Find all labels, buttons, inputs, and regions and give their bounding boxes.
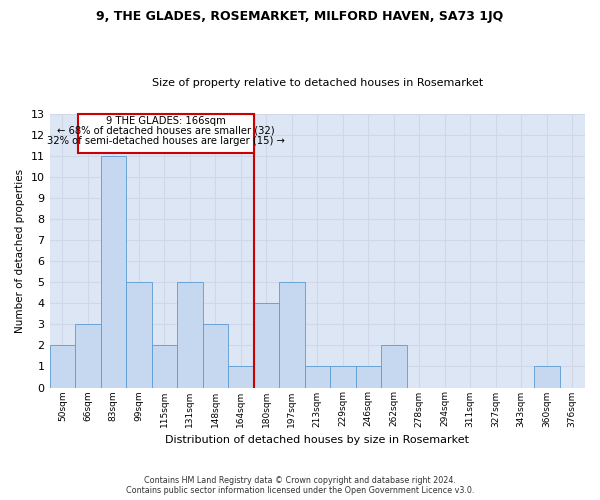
- X-axis label: Distribution of detached houses by size in Rosemarket: Distribution of detached houses by size …: [165, 435, 469, 445]
- Text: 9, THE GLADES, ROSEMARKET, MILFORD HAVEN, SA73 1JQ: 9, THE GLADES, ROSEMARKET, MILFORD HAVEN…: [97, 10, 503, 23]
- Bar: [75, 324, 101, 388]
- Text: 9 THE GLADES: 166sqm: 9 THE GLADES: 166sqm: [106, 116, 226, 126]
- Y-axis label: Number of detached properties: Number of detached properties: [15, 168, 25, 332]
- Bar: [228, 366, 254, 388]
- Bar: [305, 366, 330, 388]
- Bar: [77, 114, 254, 152]
- Bar: [101, 156, 126, 388]
- Text: 32% of semi-detached houses are larger (15) →: 32% of semi-detached houses are larger (…: [47, 136, 284, 146]
- Bar: [50, 346, 75, 388]
- Bar: [177, 282, 203, 388]
- Bar: [203, 324, 228, 388]
- Text: ← 68% of detached houses are smaller (32): ← 68% of detached houses are smaller (32…: [57, 126, 274, 136]
- Bar: [279, 282, 305, 388]
- Bar: [356, 366, 381, 388]
- Bar: [254, 304, 279, 388]
- Title: Size of property relative to detached houses in Rosemarket: Size of property relative to detached ho…: [152, 78, 483, 88]
- Text: Contains HM Land Registry data © Crown copyright and database right 2024.
Contai: Contains HM Land Registry data © Crown c…: [126, 476, 474, 495]
- Bar: [534, 366, 560, 388]
- Bar: [330, 366, 356, 388]
- Bar: [152, 346, 177, 388]
- Bar: [126, 282, 152, 388]
- Bar: [381, 346, 407, 388]
